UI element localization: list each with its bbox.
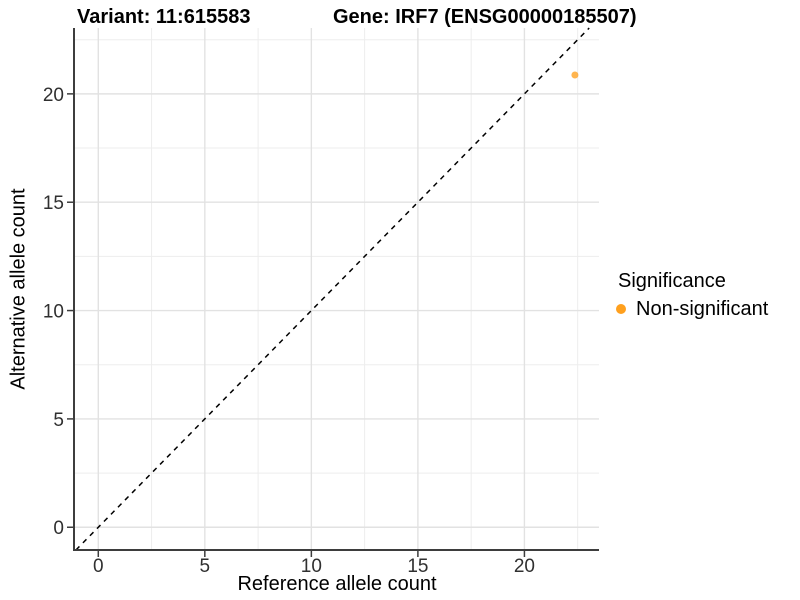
plot-title-variant: Variant: 11:615583 (77, 6, 251, 28)
x-tick-label: 15 (407, 556, 428, 577)
legend: Significance Non-significant (612, 270, 768, 320)
plot-title-gene: Gene: IRF7 (ENSG00000185507) (333, 6, 637, 28)
y-tick-label: 5 (53, 410, 64, 431)
legend-title: Significance (618, 270, 726, 292)
identity-dashed-line (75, 27, 590, 551)
legend-marker-circle-icon (616, 304, 626, 314)
y-tick-label: 0 (53, 518, 64, 539)
y-tick-label: 15 (43, 193, 64, 214)
legend-item-non-significant: Non-significant (612, 298, 768, 320)
x-tick-label: 10 (301, 556, 322, 577)
data-point (571, 71, 579, 79)
y-tick-label: 10 (43, 302, 64, 323)
x-tick-label: 0 (93, 556, 104, 577)
x-tick-label: 5 (200, 556, 211, 577)
x-axis-title: Reference allele count (237, 573, 437, 595)
y-axis-title: Alternative allele count (7, 188, 30, 390)
legend-item-label: Non-significant (636, 297, 769, 320)
x-tick-label: 20 (514, 556, 535, 577)
y-tick-label: 20 (43, 85, 64, 106)
